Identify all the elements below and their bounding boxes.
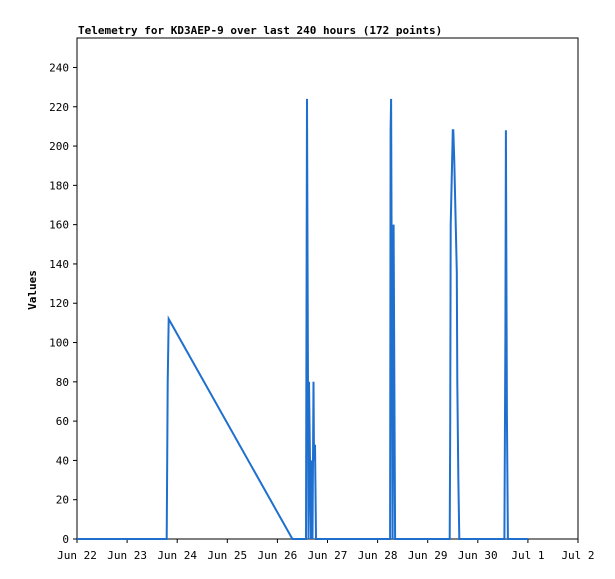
chart-title: Telemetry for KD3AEP-9 over last 240 hou…	[78, 24, 442, 37]
y-tick-label: 60	[56, 415, 69, 428]
x-tick-label: Jun 26	[258, 549, 298, 562]
x-tick-label: Jun 30	[458, 549, 498, 562]
y-tick-label: 100	[49, 337, 69, 350]
x-tick-label: Jun 24	[157, 549, 197, 562]
y-tick-label: 80	[56, 376, 69, 389]
telemetry-series-line	[77, 98, 528, 540]
x-axis: Jun 22 Jun 23 Jun 24 Jun 25 Jun 26 Jun 27 Jun …	[57, 539, 595, 562]
y-tick-label: 240	[49, 61, 69, 74]
y-tick-label: 0	[62, 533, 69, 546]
y-axis-title: Values	[26, 270, 39, 310]
x-tick-label: Jul 1	[511, 549, 544, 562]
y-tick-label: 220	[49, 101, 69, 114]
plot-area-frame	[76, 37, 579, 540]
x-tick-label: Jun 22	[57, 549, 97, 562]
y-tick-label: 20	[56, 494, 69, 507]
x-tick-label: Jul 2	[561, 549, 594, 562]
x-tick-label: Jun 29	[408, 549, 448, 562]
x-tick-label: Jun 28	[358, 549, 398, 562]
series-layer	[77, 98, 528, 540]
y-tick-label: 160	[49, 219, 69, 232]
y-axis: 0 20 40 60 80 100 120 140 160 180 200 220 240	[49, 61, 77, 546]
y-tick-label: 200	[49, 140, 69, 153]
y-tick-label: 140	[49, 258, 69, 271]
y-tick-label: 180	[49, 179, 69, 192]
x-tick-label: Jun 23	[107, 549, 147, 562]
x-tick-label: Jun 25	[207, 549, 247, 562]
y-tick-label: 120	[49, 297, 69, 310]
x-tick-label: Jun 27	[308, 549, 348, 562]
y-tick-label: 40	[56, 454, 69, 467]
